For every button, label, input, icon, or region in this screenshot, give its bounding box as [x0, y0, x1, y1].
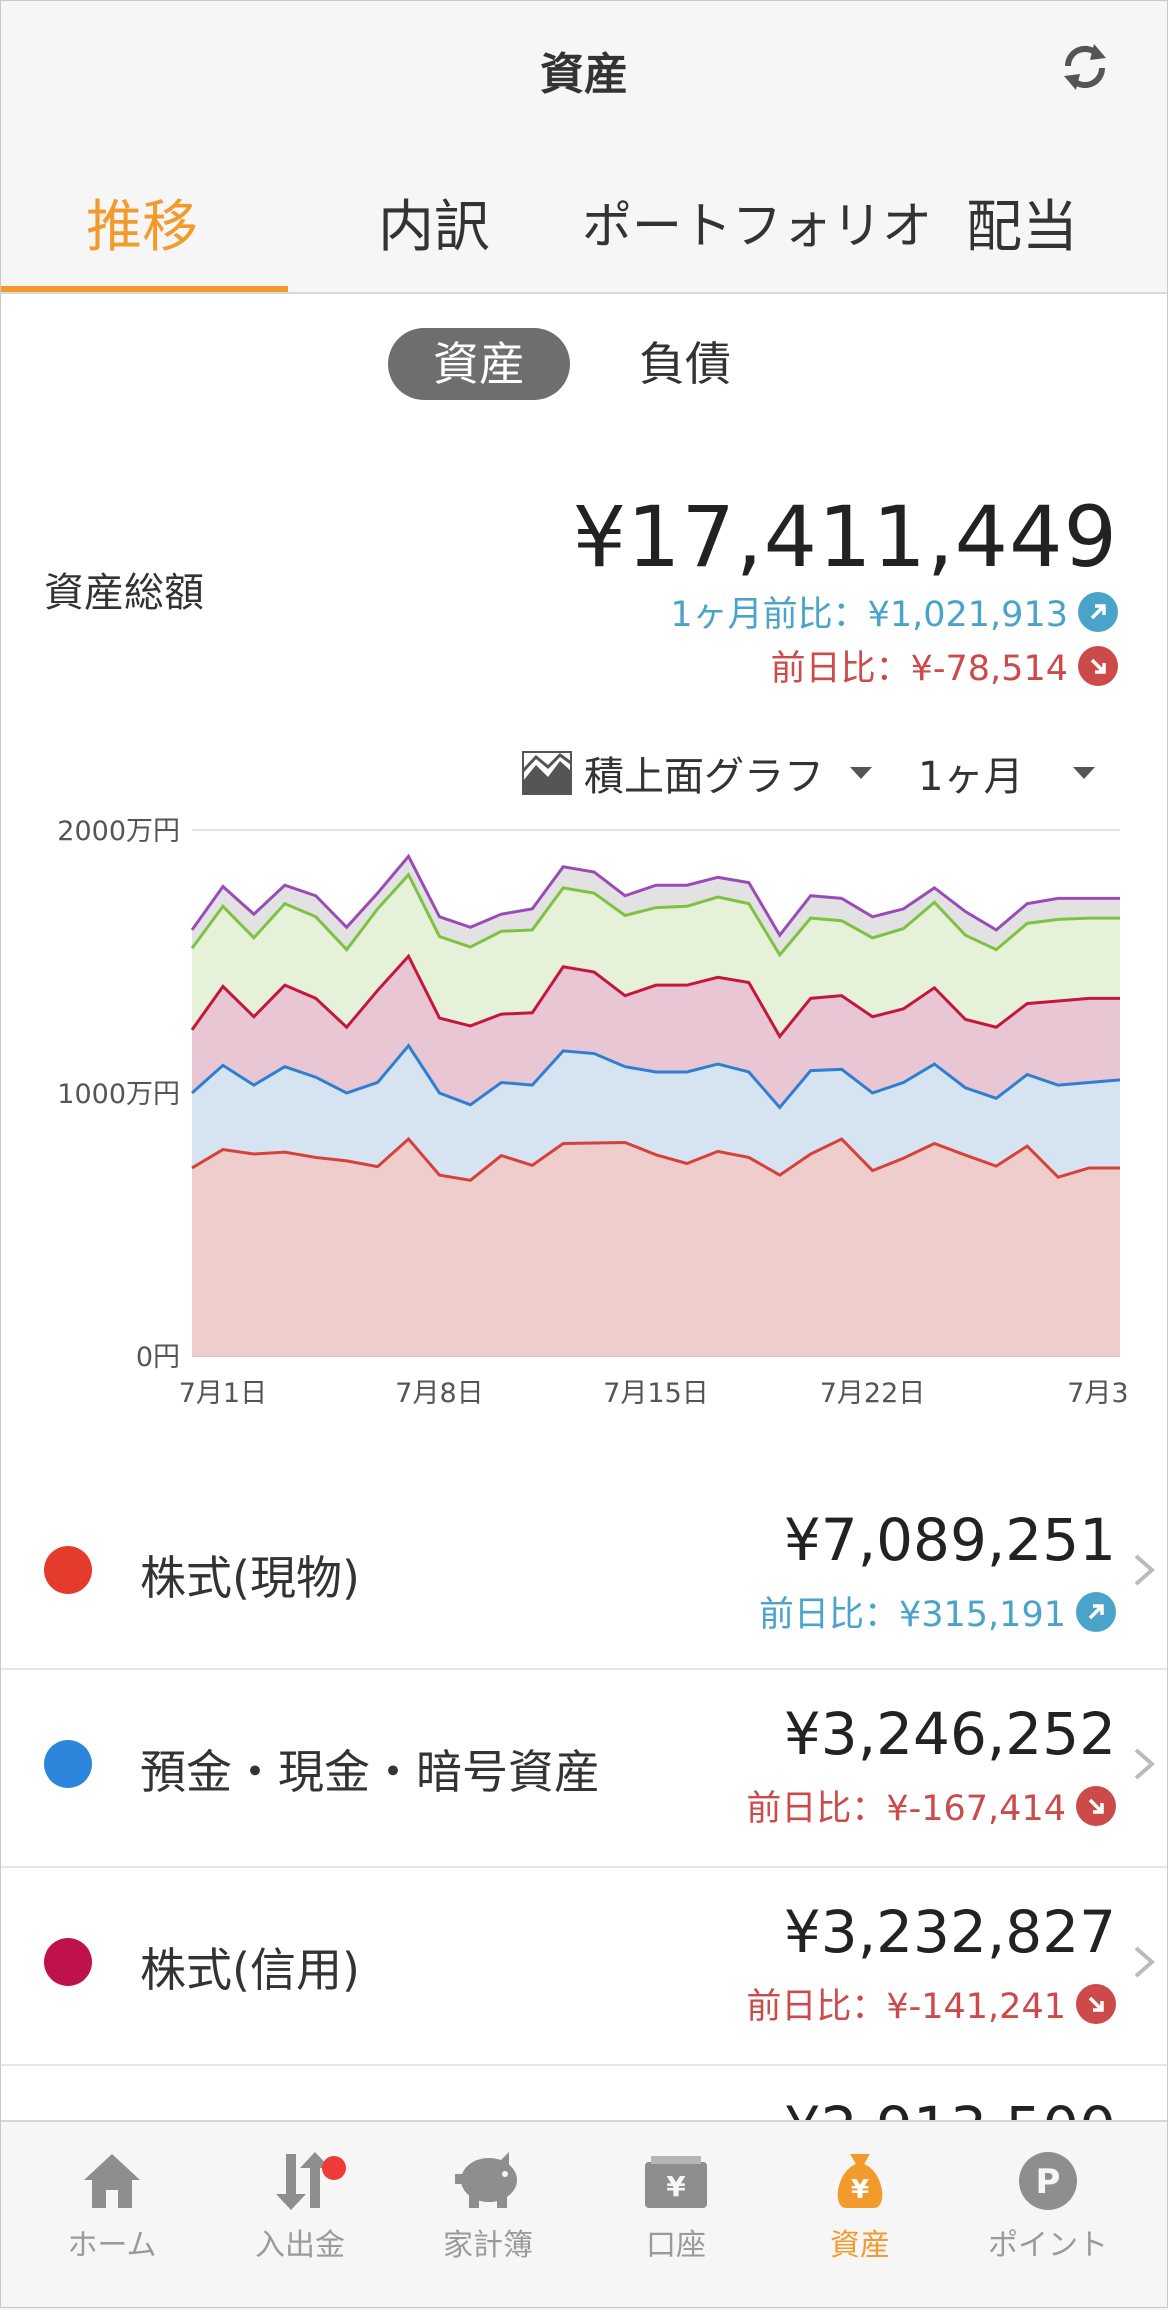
chevron-down-icon	[850, 767, 872, 779]
series-line-category5	[190, 853, 1120, 938]
chevron-right-icon	[1134, 1554, 1156, 1586]
diff-value: ¥315,191	[898, 1595, 1066, 1635]
transfer-icon	[276, 2152, 330, 2210]
x-tick-label: 7月15日	[603, 1378, 709, 1409]
asset-color-dot	[44, 1938, 92, 1986]
asset-row-stocks[interactable]: 株式(現物) ¥7,089,251 前日比：¥315,191	[0, 1476, 1168, 1672]
diff-label: 前日比：	[746, 1789, 887, 1829]
svg-text:P: P	[1036, 2162, 1061, 2202]
x-tick-label: 7月22日	[820, 1378, 926, 1409]
total-assets-amount: ¥17,411,449	[572, 488, 1118, 586]
chevron-down-icon	[1073, 767, 1096, 779]
asset-amount: ¥3,232,827	[783, 1898, 1116, 1966]
x-tick-label: 7月30日	[1067, 1378, 1130, 1409]
month-change-label: 1ヶ月前比：	[670, 595, 868, 635]
diff-value: ¥-141,241	[886, 1987, 1066, 2027]
divider	[0, 2064, 1168, 2066]
nav-transfer[interactable]: 入出金	[206, 2150, 394, 2264]
month-change-value: ¥1,021,913	[867, 595, 1068, 635]
active-tab-indicator	[0, 286, 288, 292]
tab-trend[interactable]: 推移	[86, 195, 198, 260]
arrow-up-icon	[1078, 591, 1118, 632]
series-line-margin	[190, 953, 1120, 1040]
diff-label: 前日比：	[746, 1987, 887, 2027]
diff-value: ¥-167,414	[886, 1789, 1066, 1829]
y-tick-label: 0円	[136, 1342, 180, 1373]
tab-dividend[interactable]: 配当	[966, 195, 1078, 260]
x-tick-label: 7月8日	[395, 1378, 483, 1409]
nav-account[interactable]: ¥ 口座	[582, 2150, 770, 2264]
svg-text:¥: ¥	[851, 2175, 869, 2205]
y-tick-label: 2000万円	[57, 816, 180, 847]
tab-breakdown[interactable]: 内訳	[378, 195, 490, 260]
account-icon: ¥	[645, 2156, 707, 2208]
area-stocks_cash	[192, 1139, 1120, 1356]
divider	[0, 1866, 1168, 1868]
chart-type-selector[interactable]: 積上面グラフ	[522, 744, 872, 802]
segment-assets[interactable]: 資産	[388, 328, 570, 400]
asset-amount: ¥7,089,251	[783, 1506, 1116, 1574]
arrow-down-icon	[1076, 1983, 1116, 2024]
asset-color-dot	[44, 1546, 92, 1594]
asset-name: 預金・現金・暗号資産	[140, 1745, 600, 1799]
nav-label: ホーム	[67, 2228, 157, 2263]
series-line-stocks_cash	[191, 1136, 1120, 1182]
series-line-category4	[190, 872, 1120, 958]
arrow-down-icon	[1078, 645, 1118, 686]
tab-portfolio[interactable]: ポートフォリオ	[582, 197, 932, 255]
nav-points[interactable]: P ポイント	[954, 2150, 1142, 2264]
nav-assets[interactable]: ¥ 資産	[766, 2150, 954, 2264]
nav-home[interactable]: ホーム	[18, 2150, 206, 2264]
chevron-right-icon	[1134, 1946, 1156, 1978]
chart-type-label: 積上面グラフ	[584, 754, 824, 800]
asset-color-dot	[44, 1740, 92, 1788]
asset-name: 株式(信用)	[140, 1943, 360, 1997]
x-tick-label: 7月1日	[179, 1378, 267, 1409]
asset-day-change: 前日比：¥-167,414	[746, 1780, 1116, 1831]
nav-label: 口座	[646, 2228, 706, 2263]
tab-bar: 推移 内訳 ポートフォリオ 配当	[0, 140, 1168, 294]
nav-household[interactable]: 家計簿	[394, 2150, 582, 2264]
asset-amount: ¥3,246,252	[783, 1700, 1116, 1768]
month-change: 1ヶ月前比：¥1,021,913	[670, 586, 1118, 637]
stacked-area-chart: 0円 1000万円 2000万円 7月1日 7月8日 7月15日 7月22日 7月30日	[57, 816, 1130, 1409]
segment-liabilities[interactable]: 負債	[639, 337, 731, 391]
arrow-up-icon	[1076, 1591, 1116, 1632]
money-bag-icon: ¥	[837, 2154, 883, 2208]
arrow-down-icon	[1076, 1785, 1116, 1826]
diff-label: 前日比：	[758, 1595, 899, 1635]
nav-label: 家計簿	[443, 2228, 533, 2263]
day-change-label: 前日比：	[770, 649, 911, 689]
piggy-bank-icon	[455, 2152, 517, 2208]
nav-label: 資産	[830, 2228, 890, 2263]
period-selector[interactable]: 1ヶ月	[918, 744, 1096, 802]
page-title: 資産	[540, 49, 628, 100]
stacked-area-chart-icon	[522, 751, 572, 795]
svg-text:¥: ¥	[666, 2170, 686, 2203]
day-change-value: ¥-78,514	[910, 649, 1068, 689]
chevron-right-icon	[1134, 1748, 1156, 1780]
divider	[0, 1668, 1168, 1670]
point-icon: P	[1019, 2152, 1077, 2210]
nav-label: ポイント	[988, 2228, 1108, 2263]
header-bar: 資産	[0, 0, 1168, 140]
bottom-navigation: ホーム 入出金 家計簿 ¥ 口座 ¥	[0, 2120, 1168, 2310]
asset-row-deposits[interactable]: 預金・現金・暗号資産 ¥3,246,252 前日比：¥-167,414	[0, 1670, 1168, 1866]
home-icon	[84, 2154, 140, 2208]
y-tick-label: 1000万円	[57, 1079, 180, 1110]
asset-row-margin[interactable]: 株式(信用) ¥3,232,827 前日比：¥-141,241	[0, 1868, 1168, 2064]
series-line-deposits	[191, 1043, 1121, 1110]
period-label: 1ヶ月	[918, 754, 1024, 800]
total-assets-label: 資産総額	[44, 570, 204, 616]
asset-day-change: 前日比：¥-141,241	[746, 1978, 1116, 2029]
notification-badge	[322, 2156, 346, 2180]
nav-label: 入出金	[255, 2228, 345, 2263]
asset-name: 株式(現物)	[140, 1551, 360, 1605]
day-change: 前日比：¥-78,514	[771, 640, 1118, 691]
asset-day-change: 前日比：¥315,191	[759, 1586, 1116, 1637]
refresh-icon[interactable]	[1054, 36, 1116, 98]
